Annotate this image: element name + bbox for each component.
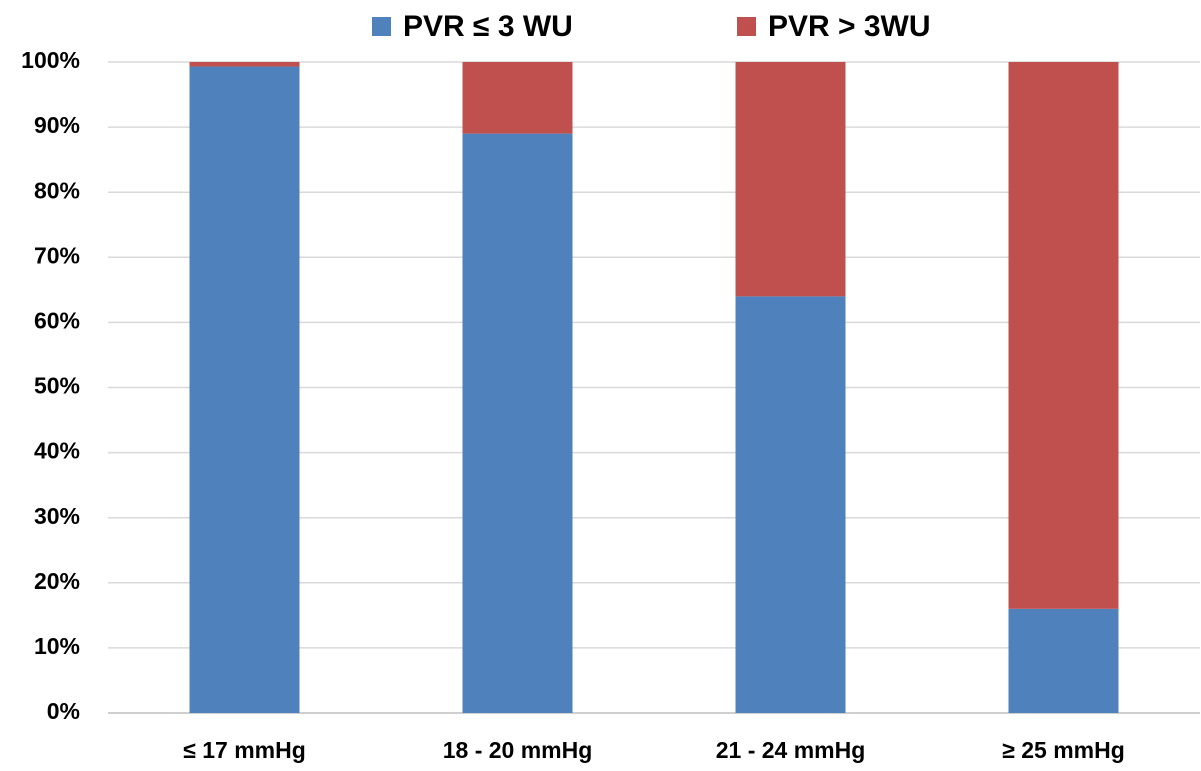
y-tick-label: 70% <box>34 242 80 268</box>
y-tick-label: 30% <box>34 503 80 529</box>
legend-swatch <box>737 17 756 36</box>
bar-segment <box>189 62 300 67</box>
y-tick-label: 50% <box>34 373 80 399</box>
legend-swatch <box>372 17 391 36</box>
x-tick-label: ≤ 17 mmHg <box>183 737 306 763</box>
y-tick-label: 60% <box>34 307 80 333</box>
y-tick-label: 80% <box>34 177 80 203</box>
y-tick-label: 0% <box>47 698 80 724</box>
x-tick-label: 21 - 24 mmHg <box>716 737 866 763</box>
y-tick-label: 20% <box>34 568 80 594</box>
bar-segment <box>1008 62 1119 609</box>
bar-segment <box>1008 608 1119 713</box>
x-tick-label: ≥ 25 mmHg <box>1002 737 1125 763</box>
y-tick-label: 10% <box>34 633 80 659</box>
legend-label: PVR ≤ 3 WU <box>403 10 573 43</box>
bar-segment <box>462 133 573 714</box>
legend-label: PVR > 3WU <box>768 10 931 43</box>
y-tick-label: 100% <box>21 47 80 73</box>
bar-segment <box>735 62 846 297</box>
bar-segment <box>462 62 573 134</box>
y-tick-label: 90% <box>34 112 80 138</box>
y-tick-label: 40% <box>34 438 80 464</box>
bar-segment <box>735 296 846 713</box>
bar-segment <box>189 66 300 713</box>
x-tick-label: 18 - 20 mmHg <box>443 737 593 763</box>
